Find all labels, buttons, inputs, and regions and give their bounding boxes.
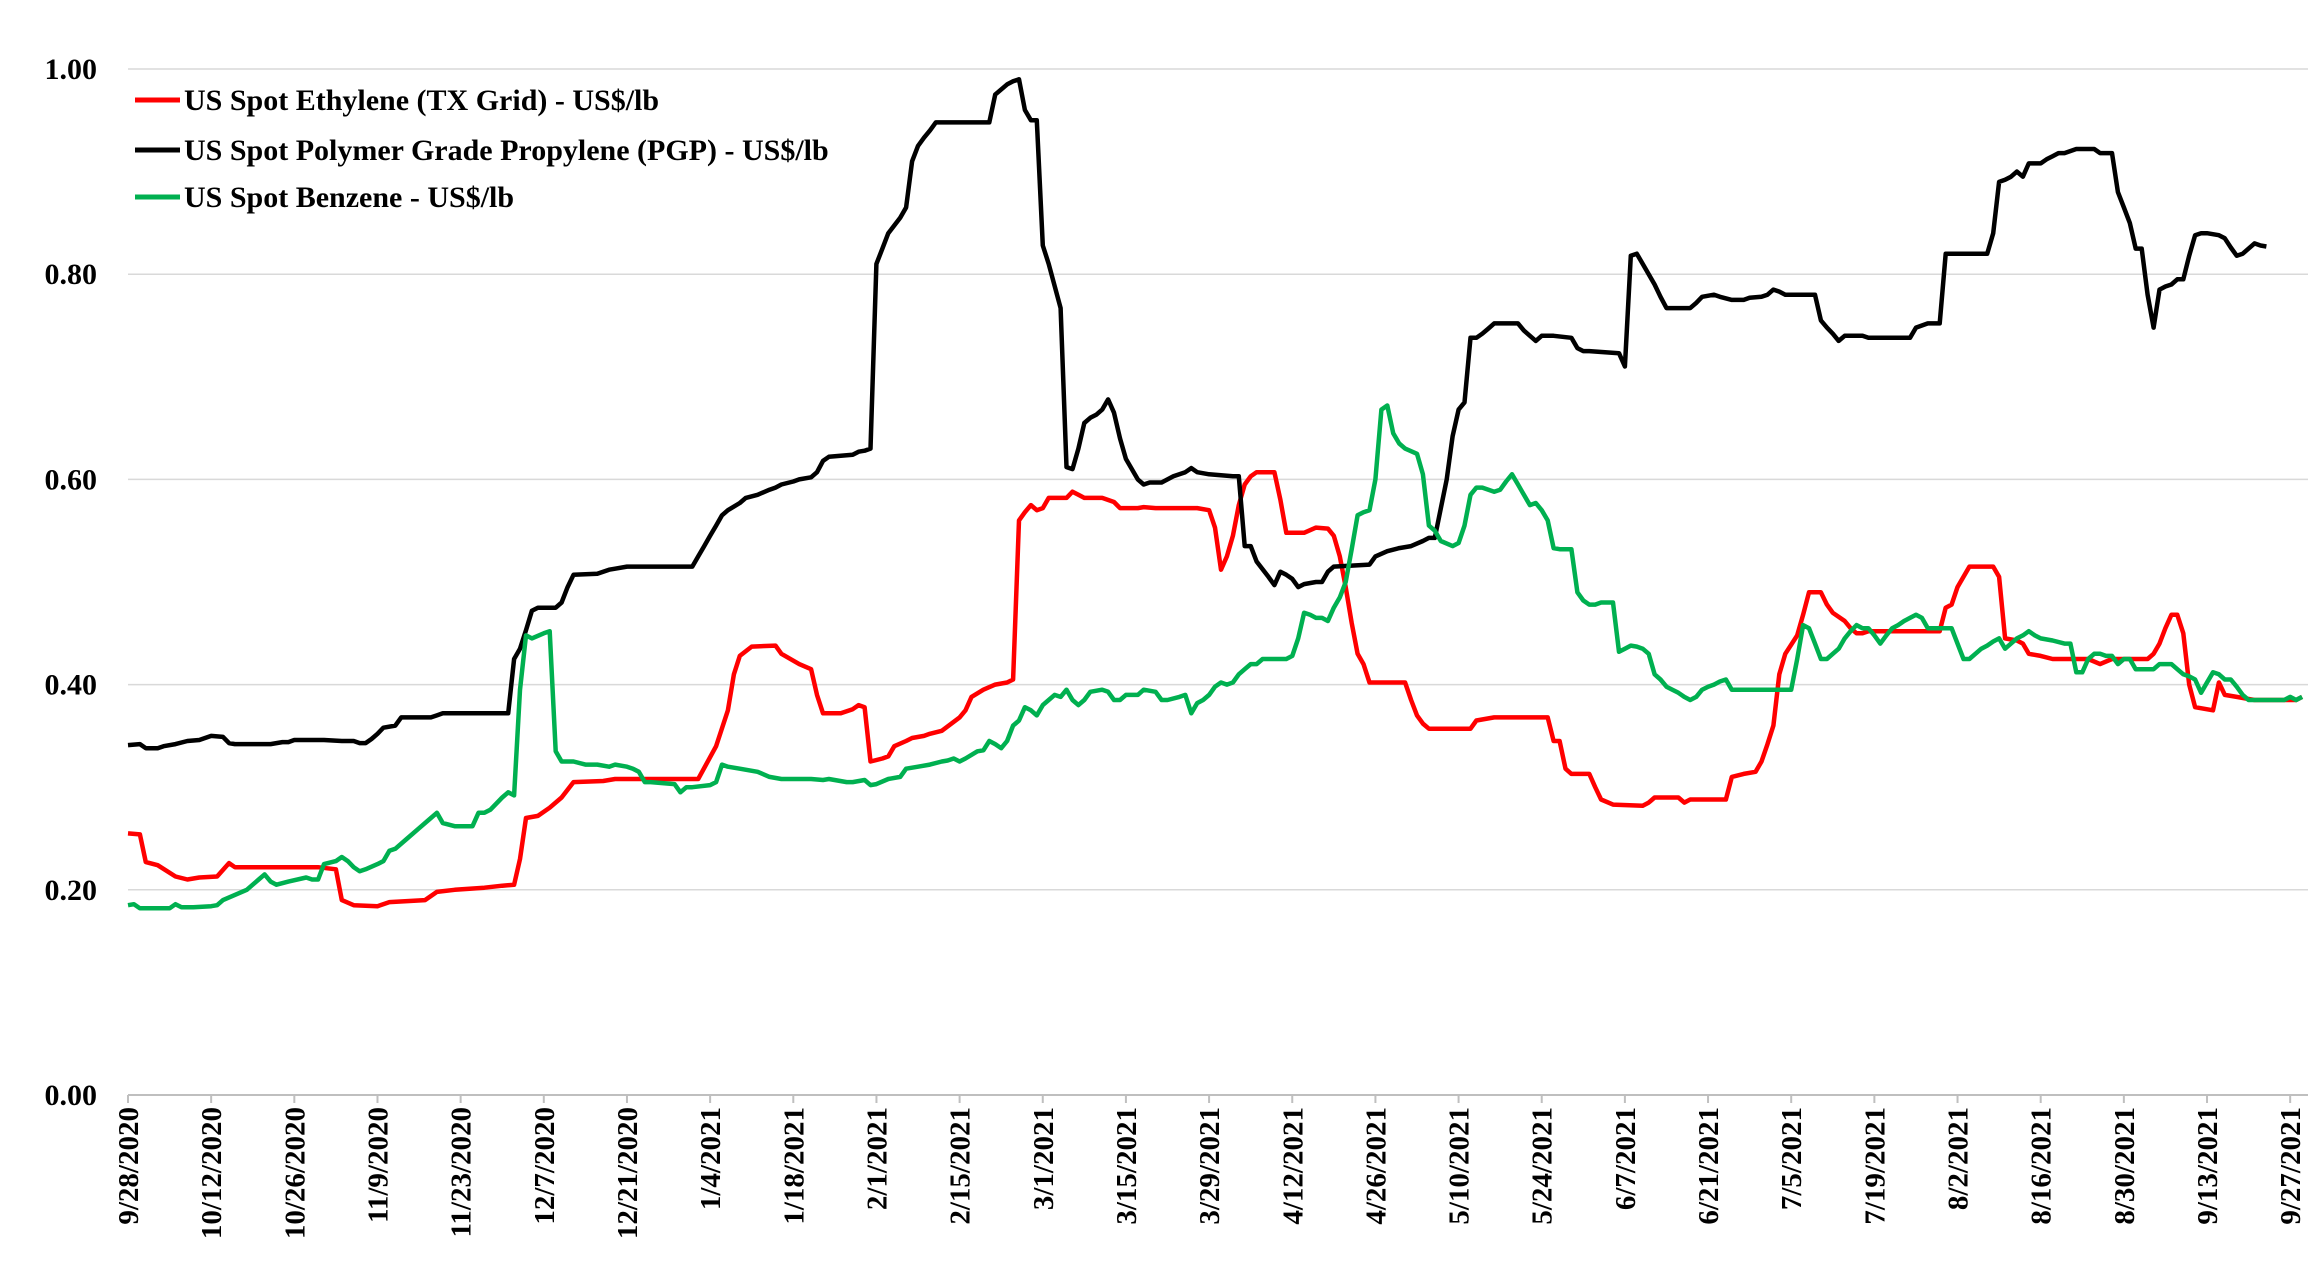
series-line-benzene — [127, 403, 2304, 911]
x-tick-label: 4/12/2021 — [1277, 1107, 1309, 1225]
x-tick-label: 6/7/2021 — [1610, 1107, 1642, 1210]
y-tick-label: 1.00 — [45, 53, 98, 86]
x-tick-label: 7/5/2021 — [1776, 1107, 1808, 1210]
legend-item-ethylene: US Spot Ethylene (TX Grid) - US$/lb — [135, 84, 659, 117]
x-tick-label: 9/28/2020 — [113, 1107, 145, 1225]
x-tick-label: 2/1/2021 — [861, 1107, 893, 1210]
x-tick-label: 3/1/2021 — [1028, 1107, 1060, 1210]
x-tick-label: 2/15/2021 — [945, 1107, 977, 1225]
x-tick-label: 11/23/2020 — [446, 1107, 478, 1238]
y-axis-ticks: 0.00 0.20 0.40 0.60 0.80 1.00 — [45, 53, 98, 1112]
y-tick-label: 0.00 — [45, 1079, 98, 1112]
x-tick-label: 4/26/2021 — [1360, 1107, 1392, 1225]
series-line-propylene — [127, 77, 2267, 751]
legend-label-propylene: US Spot Polymer Grade Propylene (PGP) - … — [184, 134, 829, 167]
x-tick-label: 9/27/2021 — [2275, 1107, 2307, 1225]
x-tick-label: 10/26/2020 — [279, 1107, 311, 1239]
x-tick-label: 1/18/2021 — [778, 1107, 810, 1225]
x-tick-label: 12/21/2020 — [612, 1107, 644, 1239]
y-tick-label: 0.20 — [45, 874, 98, 907]
x-tick-label: 8/16/2021 — [2026, 1107, 2058, 1225]
x-tick-label: 12/7/2020 — [529, 1107, 561, 1225]
x-tick-label: 5/10/2021 — [1444, 1107, 1476, 1225]
x-tick-label: 8/30/2021 — [2109, 1107, 2141, 1225]
x-tick-label: 1/4/2021 — [695, 1107, 727, 1210]
legend-item-propylene: US Spot Polymer Grade Propylene (PGP) - … — [135, 134, 829, 167]
x-tick-label: 5/24/2021 — [1527, 1107, 1559, 1225]
x-tick-label: 11/9/2020 — [362, 1107, 394, 1223]
legend-item-benzene: US Spot Benzene - US$/lb — [135, 181, 514, 214]
y-tick-label: 0.60 — [45, 463, 98, 496]
y-tick-label: 0.40 — [45, 669, 98, 702]
legend: US Spot Ethylene (TX Grid) - US$/lb US S… — [135, 84, 829, 214]
x-axis-ticks: 9/28/2020 10/12/2020 10/26/2020 11/9/2020 11… — [113, 1095, 2307, 1239]
legend-label-benzene: US Spot Benzene - US$/lb — [184, 181, 514, 214]
x-tick-label: 6/21/2021 — [1693, 1107, 1725, 1225]
x-tick-label: 8/2/2021 — [1943, 1107, 1975, 1210]
x-tick-label: 9/13/2021 — [2192, 1107, 2224, 1225]
series-lines — [127, 77, 2304, 911]
x-tick-label: 3/15/2021 — [1111, 1107, 1143, 1225]
legend-label-ethylene: US Spot Ethylene (TX Grid) - US$/lb — [184, 84, 659, 117]
x-tick-label: 7/19/2021 — [1859, 1107, 1891, 1225]
x-tick-label: 10/12/2020 — [196, 1107, 228, 1239]
y-tick-label: 0.80 — [45, 258, 98, 291]
x-tick-label: 3/29/2021 — [1194, 1107, 1226, 1225]
